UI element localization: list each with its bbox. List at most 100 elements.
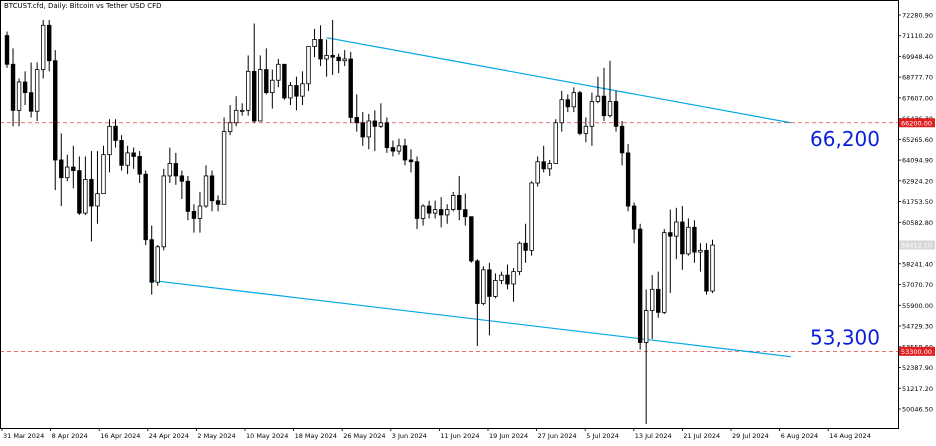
candle	[245, 55, 251, 116]
candle-body	[529, 182, 534, 251]
candle	[674, 207, 679, 260]
candle	[541, 145, 546, 173]
candle	[173, 152, 179, 185]
x-tick-label: 13 Jul 2024	[635, 432, 672, 440]
candle-body	[179, 175, 185, 182]
level-label: 53,300	[810, 325, 880, 349]
candle	[300, 71, 305, 106]
candle	[252, 23, 257, 123]
candle	[258, 55, 263, 122]
candle	[493, 273, 498, 299]
candle	[131, 147, 136, 169]
candle	[378, 103, 384, 129]
candle-body	[444, 209, 450, 216]
candle	[276, 58, 281, 88]
x-tick-label: 24 Apr 2024	[149, 432, 189, 440]
candle	[53, 50, 58, 191]
candle-body	[704, 249, 709, 292]
candle	[517, 241, 522, 276]
candle	[625, 144, 631, 212]
candle-body	[107, 125, 112, 156]
candle-body	[559, 99, 564, 124]
candle-body	[149, 239, 154, 283]
candle	[233, 96, 239, 127]
candle	[270, 69, 275, 109]
candle	[535, 156, 540, 187]
candle-body	[710, 244, 715, 292]
candle-body	[22, 81, 28, 94]
candle	[414, 156, 420, 230]
candle-body	[511, 271, 516, 285]
candle	[221, 117, 227, 205]
y-tick-label: 58241.40	[902, 260, 933, 268]
candle-body	[505, 274, 510, 285]
candle	[420, 204, 426, 226]
candle	[384, 117, 390, 153]
y-tick-label: 61753.50	[902, 198, 933, 206]
candle	[28, 62, 34, 118]
candle	[469, 216, 474, 263]
chart-title: BTCUST.cfd, Daily: Bitcoin vs Tether USD…	[4, 2, 162, 10]
candle-body	[28, 92, 34, 112]
candle-body	[553, 122, 558, 164]
candle-body	[203, 175, 209, 207]
x-tick-label: 21 Jul 2024	[683, 432, 720, 440]
candle-body	[571, 92, 577, 108]
candle-body	[595, 95, 601, 102]
candle-body	[167, 163, 173, 177]
candle-body	[101, 154, 106, 195]
candle-body	[312, 39, 317, 47]
level-badge	[899, 118, 935, 128]
candle-body	[692, 226, 697, 253]
candle-body	[155, 246, 160, 283]
candle-body	[264, 69, 269, 94]
candle-body	[258, 69, 263, 122]
candle-body	[469, 216, 474, 262]
candle-body	[499, 274, 504, 281]
candle	[59, 133, 64, 207]
candle-body	[650, 288, 655, 311]
candle-body	[294, 85, 299, 97]
candle	[704, 243, 709, 295]
candle-body	[282, 63, 287, 99]
candle	[650, 275, 655, 339]
candle	[336, 53, 341, 74]
x-tick-label: 3 Jun 2024	[392, 432, 427, 440]
candle-body	[47, 24, 52, 62]
candle-body	[227, 122, 233, 133]
candle-body	[414, 161, 420, 219]
candle-body	[631, 205, 637, 230]
candle	[505, 264, 510, 290]
candle	[686, 218, 691, 256]
candle	[95, 151, 100, 224]
candle-body	[601, 95, 607, 117]
x-tick-label: 19 Jun 2024	[489, 432, 528, 440]
x-tick-label: 10 May 2024	[246, 432, 288, 440]
candle	[565, 94, 570, 113]
candle	[523, 223, 528, 263]
candle-body	[288, 85, 293, 99]
candle	[631, 202, 637, 244]
candle	[511, 268, 516, 302]
candle-body	[125, 152, 130, 166]
candle	[710, 239, 715, 293]
candle-body	[535, 161, 540, 184]
candle-body	[420, 205, 426, 219]
candle	[149, 225, 154, 295]
candle-body	[378, 122, 384, 127]
candle-body	[113, 125, 118, 141]
candle	[372, 110, 378, 152]
candle	[10, 48, 16, 127]
candle-body	[59, 159, 64, 179]
candle	[155, 245, 160, 286]
candle	[529, 181, 534, 256]
candle-body	[215, 200, 221, 205]
candle-body	[547, 163, 552, 170]
candle-body	[16, 81, 22, 111]
candle-body	[276, 63, 281, 81]
candle-body	[306, 46, 311, 85]
y-tick-label: 50046.50	[902, 406, 933, 414]
candle-body	[173, 163, 179, 177]
candle-body	[4, 35, 10, 65]
